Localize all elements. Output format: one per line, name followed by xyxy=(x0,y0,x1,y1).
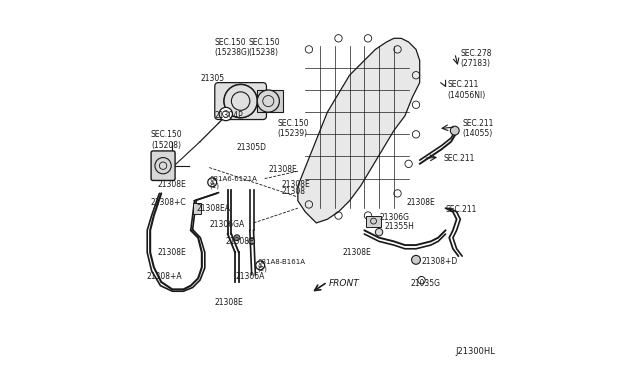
Text: 081A6-6121A
(1): 081A6-6121A (1) xyxy=(209,176,257,189)
Circle shape xyxy=(412,256,420,264)
Text: 21304P: 21304P xyxy=(215,111,244,121)
Text: SEC.150
(15238): SEC.150 (15238) xyxy=(248,38,280,57)
Text: 21306A: 21306A xyxy=(235,272,264,281)
Text: 21308+C: 21308+C xyxy=(150,198,186,207)
Text: 21308EA: 21308EA xyxy=(196,203,230,213)
Text: 21308: 21308 xyxy=(281,187,305,196)
Text: 081A8-B161A
(2): 081A8-B161A (2) xyxy=(257,259,305,272)
Circle shape xyxy=(220,108,232,121)
Text: ⊕: ⊕ xyxy=(210,180,214,186)
Text: 21308E: 21308E xyxy=(342,248,371,257)
Text: 21305: 21305 xyxy=(200,74,224,83)
Text: SEC.150
(15239): SEC.150 (15239) xyxy=(278,119,309,138)
Circle shape xyxy=(376,228,383,236)
Text: J21300HL: J21300HL xyxy=(456,347,495,356)
Circle shape xyxy=(224,84,257,118)
Text: 21306GA: 21306GA xyxy=(209,220,244,229)
Text: 21035G: 21035G xyxy=(410,279,440,288)
Bar xyxy=(257,90,283,112)
Text: 21308E: 21308E xyxy=(157,180,186,189)
Text: SEC.211: SEC.211 xyxy=(444,154,475,163)
FancyBboxPatch shape xyxy=(151,151,175,180)
Circle shape xyxy=(257,90,280,112)
Bar xyxy=(366,215,381,227)
Text: SEC.211
(14055): SEC.211 (14055) xyxy=(462,119,493,138)
Text: SEC.150
(15208): SEC.150 (15208) xyxy=(151,130,182,150)
Text: 21355H: 21355H xyxy=(385,222,415,231)
Polygon shape xyxy=(298,38,420,223)
Bar xyxy=(193,203,201,214)
Text: 21308E: 21308E xyxy=(281,180,310,189)
Circle shape xyxy=(451,126,459,135)
Text: 21306G: 21306G xyxy=(379,213,409,222)
Text: 21308E: 21308E xyxy=(157,248,186,257)
Circle shape xyxy=(234,235,240,241)
FancyBboxPatch shape xyxy=(215,83,266,119)
Text: FRONT: FRONT xyxy=(329,279,360,288)
Text: SEC.150
(15238G): SEC.150 (15238G) xyxy=(215,38,251,57)
Text: 21308E: 21308E xyxy=(268,165,297,174)
Text: 21308E: 21308E xyxy=(215,298,244,307)
Text: SEC.211: SEC.211 xyxy=(445,205,477,215)
Text: 21308E: 21308E xyxy=(407,198,435,207)
Circle shape xyxy=(249,238,255,244)
Text: 21308E: 21308E xyxy=(226,237,255,246)
Text: SEC.278
(27183): SEC.278 (27183) xyxy=(460,49,492,68)
Text: SEC.211
(14056NI): SEC.211 (14056NI) xyxy=(447,80,486,100)
Text: 21308+D: 21308+D xyxy=(422,257,458,266)
Text: ⊕: ⊕ xyxy=(258,264,262,269)
Text: 21308+A: 21308+A xyxy=(147,272,182,281)
Text: 21305D: 21305D xyxy=(237,143,267,152)
